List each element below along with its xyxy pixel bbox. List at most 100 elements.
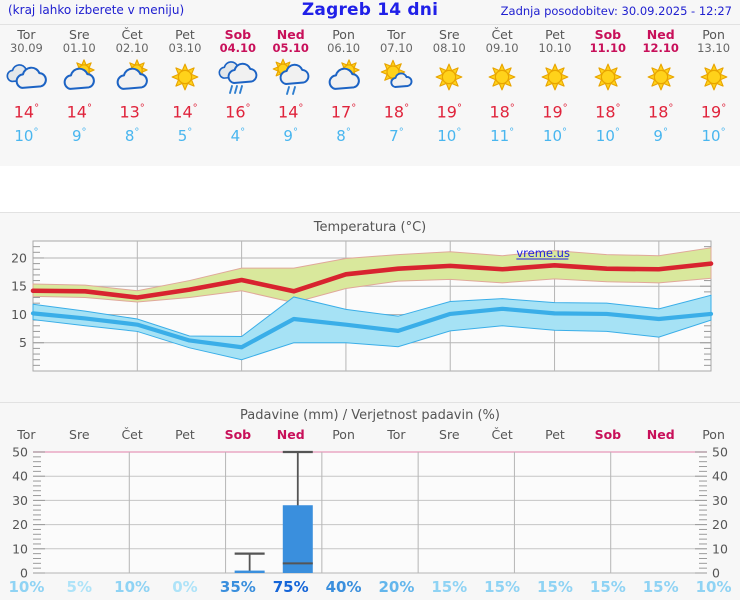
day-date: 02.10	[115, 41, 149, 55]
day-min-temperature: 9°	[71, 127, 87, 146]
day-name: Čet	[121, 27, 143, 42]
precipitation-day-label: Pet	[545, 427, 565, 442]
precipitation-day-label: Ned	[276, 427, 305, 442]
forecast-day-column[interactable]: Sre 08.10 19° 10°	[423, 25, 476, 146]
precipitation-chart: 0 0 10 10 20 20 30 30 40 40 50 50	[12, 445, 728, 581]
sunny-icon	[529, 58, 582, 98]
forecast-day-column[interactable]: Ned 05.10 14° 9°	[264, 25, 317, 146]
strip-bottom-divider	[0, 212, 740, 213]
sunny-icon	[634, 58, 687, 98]
partly-sunny-icon	[53, 58, 106, 98]
day-min-temperature: 9°	[283, 127, 298, 146]
day-date: 07.10	[379, 41, 413, 55]
precipitation-day-label: Pon	[332, 427, 355, 442]
day-date: 12.10	[642, 41, 679, 55]
day-name: Pet	[175, 27, 195, 42]
precipitation-day-label: Sre	[439, 427, 460, 442]
forecast-day-column[interactable]: Pet 03.10 14° 5°	[159, 25, 212, 146]
forecast-day-column[interactable]: Pet 10.10 19° 10°	[529, 25, 582, 146]
sunny-icon	[423, 58, 476, 98]
forecast-day-column[interactable]: Tor 07.10 18° 7°	[370, 25, 423, 146]
day-max-temperature: 18°	[648, 102, 674, 122]
day-min-temperature: 10°	[595, 127, 620, 146]
precipitation-chart-block: Padavine (mm) / Verjetnost padavin (%) T…	[0, 403, 740, 600]
svg-text:10: 10	[11, 307, 27, 322]
svg-text:0: 0	[712, 566, 720, 581]
page-title: Zagreb 14 dni	[301, 0, 439, 20]
day-name: Pon	[702, 27, 725, 42]
svg-text:50: 50	[712, 445, 728, 460]
day-name: Ned	[276, 27, 305, 42]
day-max-temperature: 16°	[225, 102, 251, 122]
forecast-day-column[interactable]: Pon 13.10 19° 10°	[687, 25, 740, 146]
day-max-temperature: 19°	[542, 102, 568, 122]
cloudy-icon	[0, 58, 53, 98]
precipitation-probability-row: 10% 5% 10% 0% 35% 75% 40% 20% 15% 15% 15% 15% 15% 10%	[0, 578, 740, 600]
forecast-day-column[interactable]: Sob 04.10 16° 4°	[211, 25, 264, 146]
svg-text:20: 20	[12, 517, 28, 532]
precipitation-probability: 5%	[66, 578, 92, 596]
day-name: Sre	[69, 27, 90, 42]
svg-text:vreme.us: vreme.us	[516, 246, 570, 260]
day-date: 30.09	[9, 41, 43, 55]
precipitation-probability: 15%	[642, 578, 679, 596]
temperature-chart-block: Temperatura (°C) 5 10 15 20 vreme.us	[0, 213, 740, 403]
precipitation-day-label: Tor	[17, 427, 36, 442]
precipitation-probability: 10%	[8, 578, 45, 596]
forecast-day-column[interactable]: Pon 06.10 17° 8°	[317, 25, 370, 146]
precipitation-day-label: Ned	[646, 427, 675, 442]
svg-text:15: 15	[11, 279, 27, 294]
temperature-chart-title: Temperatura (°C)	[313, 220, 427, 235]
day-min-temperature: 5°	[177, 127, 193, 146]
day-min-temperature: 10°	[701, 127, 726, 146]
day-name: Čet	[491, 27, 513, 42]
precipitation-day-label: Pon	[702, 427, 725, 442]
sunny-icon	[581, 58, 634, 98]
forecast-day-column[interactable]: Sre 01.10 14° 9°	[53, 25, 106, 146]
day-max-temperature: 19°	[436, 102, 462, 122]
day-name: Ned	[646, 27, 675, 42]
sun-cloud-icon	[370, 58, 423, 98]
precipitation-probability: 10%	[695, 578, 732, 596]
day-max-temperature: 19°	[700, 102, 727, 122]
last-update-label: Zadnja posodobitev: 30.09.2025 - 12:27	[500, 4, 732, 18]
forecast-day-column[interactable]: Čet 09.10 18° 11°	[476, 25, 529, 146]
svg-text:40: 40	[12, 469, 28, 484]
day-name: Tor	[387, 27, 406, 42]
forecast-day-column[interactable]: Tor 30.09 14° 10°	[0, 25, 53, 146]
day-date: 06.10	[327, 41, 361, 55]
day-name: Sob	[224, 27, 252, 42]
precipitation-probability: 20%	[378, 578, 415, 596]
forecast-day-column[interactable]: Čet 02.10 13° 8°	[106, 25, 159, 146]
svg-text:20: 20	[11, 250, 27, 265]
precipitation-day-label: Sre	[69, 427, 90, 442]
svg-text:50: 50	[12, 445, 28, 460]
day-max-temperature: 13°	[119, 102, 145, 122]
svg-text:10: 10	[712, 541, 728, 556]
day-date: 08.10	[432, 41, 466, 55]
forecast-day-column[interactable]: Sob 11.10 18° 10°	[581, 25, 634, 146]
svg-text:40: 40	[712, 469, 728, 484]
temperature-chart-divider	[0, 402, 740, 403]
precipitation-probability: 15%	[589, 578, 626, 596]
page-header: (kraj lahko izberete v meniju) Zagreb 14…	[0, 0, 740, 24]
precipitation-day-label: Sob	[594, 427, 622, 442]
day-max-temperature: 18°	[595, 102, 621, 122]
day-date: 01.10	[62, 41, 96, 55]
day-date: 04.10	[219, 41, 257, 55]
day-min-temperature: 10°	[14, 127, 39, 146]
day-date: 05.10	[272, 41, 309, 55]
day-date: 10.10	[538, 41, 572, 55]
precipitation-day-label: Pet	[175, 427, 195, 442]
day-min-temperature: 7°	[389, 127, 404, 146]
header-divider	[0, 24, 740, 25]
day-name: Sob	[594, 27, 622, 42]
precipitation-probability: 35%	[219, 578, 256, 596]
svg-text:0: 0	[20, 566, 28, 581]
day-max-temperature: 14°	[172, 102, 198, 122]
svg-text:5: 5	[19, 335, 27, 350]
forecast-day-column[interactable]: Ned 12.10 18° 9°	[634, 25, 687, 146]
partly-sunny-icon	[106, 58, 159, 98]
svg-text:30: 30	[12, 493, 28, 508]
